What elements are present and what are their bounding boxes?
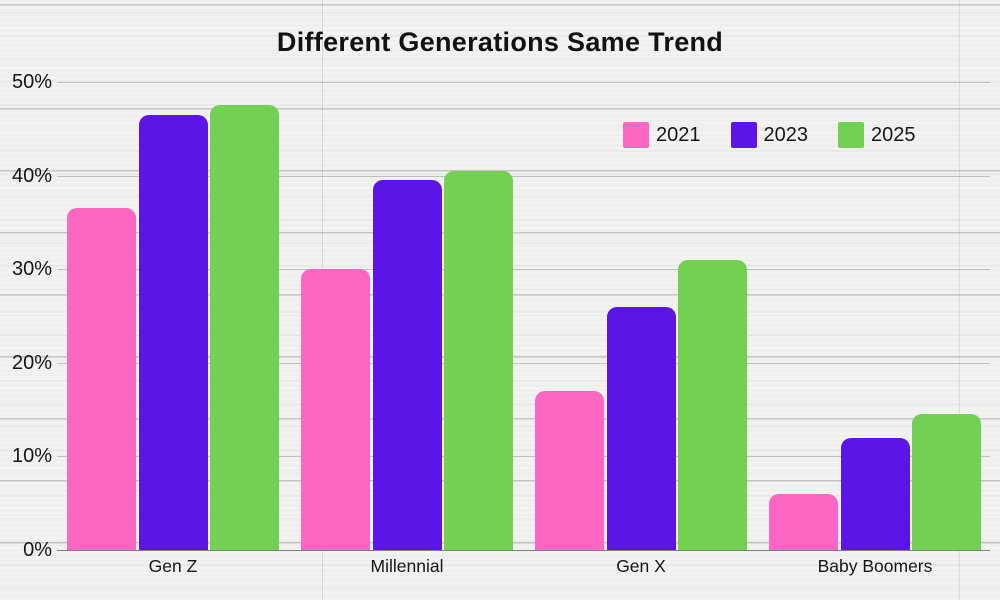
bar-gen-z-2023 <box>138 114 208 550</box>
legend-swatch-2023 <box>730 122 757 148</box>
y-axis: 0% 10% 20% 30% 40% 50% <box>0 71 52 561</box>
chart-title: Different Generations Same Trend <box>276 27 724 57</box>
x-axis-label-millennial: Millennial <box>370 556 444 576</box>
gridline-40pct <box>57 175 990 177</box>
legend: 2021 2023 2025 <box>623 122 916 148</box>
x-axis-label-baby-boomers: Baby Boomers <box>817 556 933 576</box>
y-axis-tick-label: 10% <box>11 445 52 468</box>
legend-swatch-2021 <box>623 122 649 148</box>
x-axis-label-gen-z: Gen Z <box>148 556 198 576</box>
bar-millennial-2021 <box>301 269 370 550</box>
y-axis-tick-label: 20% <box>11 351 52 374</box>
bar-millennial-2023 <box>372 180 442 550</box>
legend-swatch-2025 <box>838 122 864 148</box>
legend-item-label: 2021 <box>656 123 701 146</box>
bar-gen-x-2025 <box>678 259 747 550</box>
x-axis: Gen Z Millennial Gen X Baby Boomers <box>60 556 990 582</box>
legend-item-2023: 2023 <box>730 122 809 148</box>
legend-item-2021: 2021 <box>623 122 701 148</box>
gridline-30pct <box>57 269 990 271</box>
bar-baby-boomers-2023 <box>840 437 910 550</box>
bar-gen-x-2021 <box>535 390 604 550</box>
gridline-20pct <box>57 362 990 364</box>
legend-item-label: 2025 <box>871 123 916 146</box>
gridline-50pct <box>57 82 990 83</box>
y-axis-tick-label: 30% <box>11 258 52 281</box>
legend-item-label: 2023 <box>763 123 809 146</box>
bar-gen-z-2025 <box>210 105 279 550</box>
x-axis-label-gen-x: Gen X <box>616 556 666 576</box>
bar-millennial-2025 <box>444 170 513 550</box>
bar-baby-boomers-2025 <box>912 414 981 550</box>
gridline-10pct <box>57 456 990 458</box>
y-axis-tick-label: 0% <box>23 539 52 561</box>
plot-area <box>57 82 990 551</box>
y-axis-tick-label: 50% <box>11 71 52 93</box>
legend-item-2025: 2025 <box>838 122 916 148</box>
y-axis-tick-label: 40% <box>11 164 52 187</box>
bar-gen-x-2023 <box>606 306 676 550</box>
bar-baby-boomers-2021 <box>769 493 838 550</box>
gridline-0pct <box>57 550 990 551</box>
bar-gen-z-2021 <box>67 208 136 550</box>
